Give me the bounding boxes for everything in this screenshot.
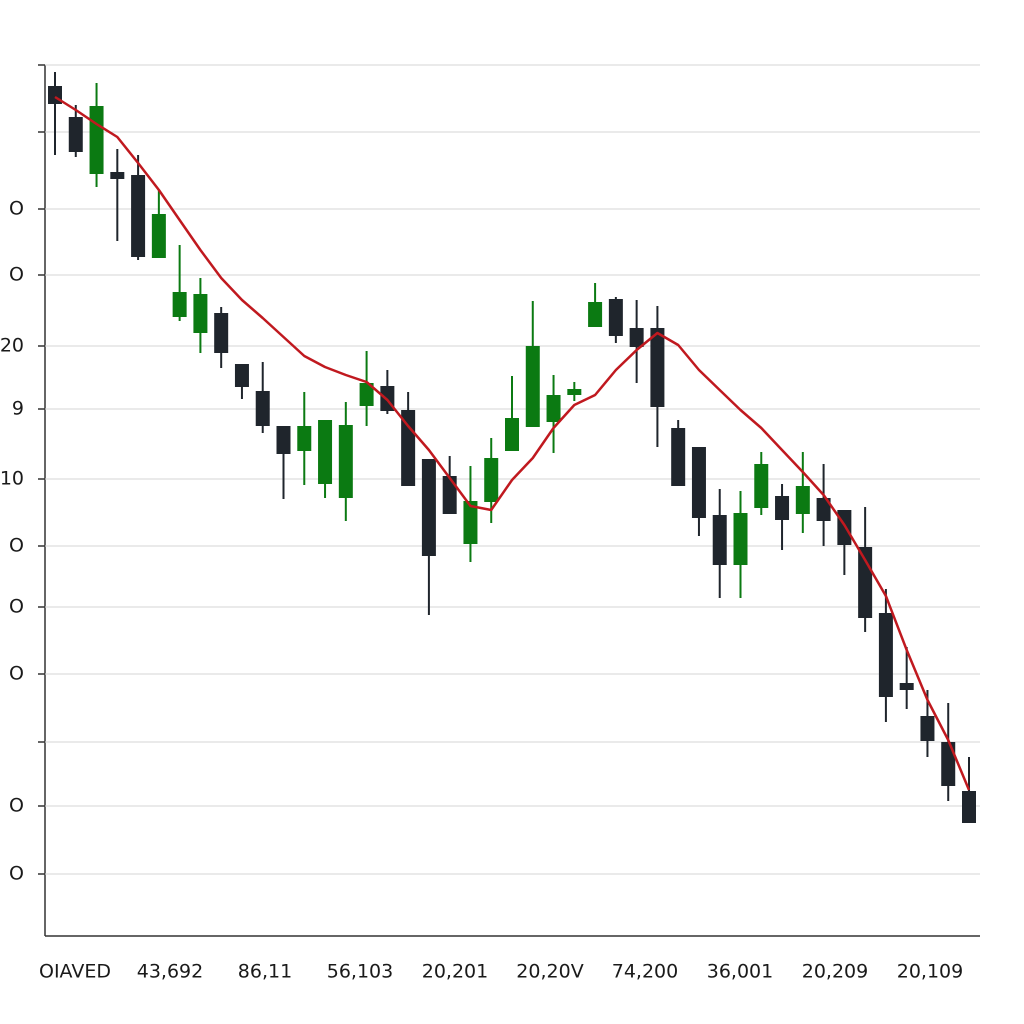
y-tick-label: 9 (12, 398, 24, 420)
y-tick-label: 20 (0, 335, 24, 357)
x-tick-label: 56,103 (327, 961, 393, 983)
candle-body (795, 486, 810, 514)
candle-body (421, 459, 436, 556)
candle-body (525, 346, 540, 427)
x-tick-label: 20,109 (897, 961, 963, 983)
candle-body (318, 420, 333, 484)
candle-body (255, 391, 270, 426)
candle-body (484, 458, 499, 502)
x-tick-label: 43,692 (137, 961, 203, 983)
candle-body (131, 175, 146, 257)
x-tick-label: OIAVED (39, 961, 111, 983)
candle-body (691, 447, 706, 518)
y-tick-label: O (9, 596, 24, 618)
candle-body (629, 328, 644, 347)
candle-body (837, 510, 852, 545)
candle-body (359, 383, 374, 406)
candle-body (816, 498, 831, 521)
candle-body (608, 299, 623, 336)
y-tick-label: O (9, 535, 24, 557)
x-tick-label: 20,20V (516, 961, 583, 983)
candle-body (172, 292, 187, 317)
candle-body (588, 302, 603, 327)
candle-body (650, 328, 665, 407)
candle-body (546, 395, 561, 422)
candle-body (712, 515, 727, 565)
candle-body (899, 683, 914, 690)
candle-body (463, 501, 478, 544)
candle-body (878, 613, 893, 697)
candle-body (338, 425, 353, 498)
candle-body (920, 716, 935, 741)
candle-body (754, 464, 769, 508)
candle-body (775, 496, 790, 520)
x-tick-label: 36,001 (707, 961, 773, 983)
candle-body (671, 428, 686, 486)
candle-body (234, 364, 249, 387)
y-tick-label: 10 (0, 468, 24, 490)
candle-body (68, 117, 83, 152)
x-tick-label: 20,209 (802, 961, 868, 983)
y-tick-label: O (9, 198, 24, 220)
candle-body (733, 513, 748, 565)
candle-body (214, 313, 229, 353)
candle-body (110, 172, 125, 179)
y-tick-label: O (9, 795, 24, 817)
moving-average-line (54, 95, 971, 791)
candle-body (151, 214, 166, 258)
x-tick-label: 86,11 (238, 961, 292, 983)
x-tick-label: 20,201 (422, 961, 488, 983)
candle-body (297, 426, 312, 451)
y-tick-label: O (9, 863, 24, 885)
candle-body (89, 106, 104, 174)
candle-body (941, 742, 956, 786)
y-tick-label: O (9, 663, 24, 685)
candle-body (276, 426, 291, 454)
y-tick-label: O (9, 264, 24, 286)
candle-body (505, 418, 519, 451)
candle-body (193, 294, 208, 333)
candle-body (567, 389, 582, 395)
candle-body (442, 476, 457, 514)
x-tick-label: 74,200 (612, 961, 678, 983)
candle-body (962, 791, 976, 823)
